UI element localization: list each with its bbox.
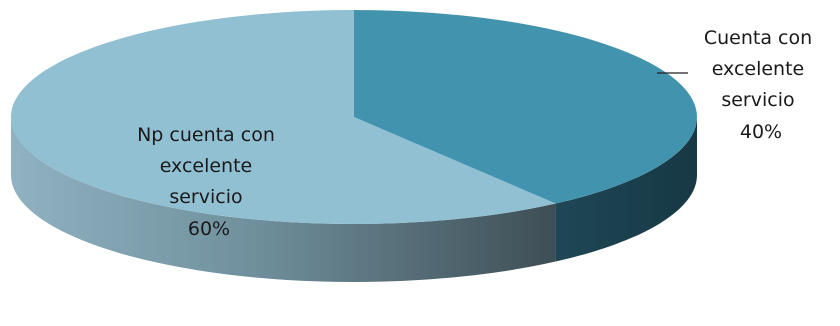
percent-excellent-service: 40% <box>740 121 782 143</box>
label-excellent-service: Cuenta con excelente servicio 40% <box>704 27 818 143</box>
label-no-excellent-service-line-1: Np cuenta con <box>137 124 275 146</box>
label-no-excellent-service: Np cuenta con excelente servicio 60% <box>137 124 281 240</box>
percent-no-excellent-service: 60% <box>188 218 230 240</box>
slice-excellent-service <box>354 10 697 204</box>
label-excellent-service-line-1: Cuenta con <box>704 27 812 49</box>
slice-no-excellent-service <box>10 9 556 225</box>
slice-side-no-excellent-service <box>11 117 556 282</box>
label-excellent-service-line-2: excelente <box>712 58 805 80</box>
label-no-excellent-service-line-3: servicio <box>169 186 242 208</box>
label-excellent-service-line-3: servicio <box>721 89 794 111</box>
label-no-excellent-service-line-2: excelente <box>160 155 253 177</box>
slice-side-excellent-service <box>555 117 697 262</box>
